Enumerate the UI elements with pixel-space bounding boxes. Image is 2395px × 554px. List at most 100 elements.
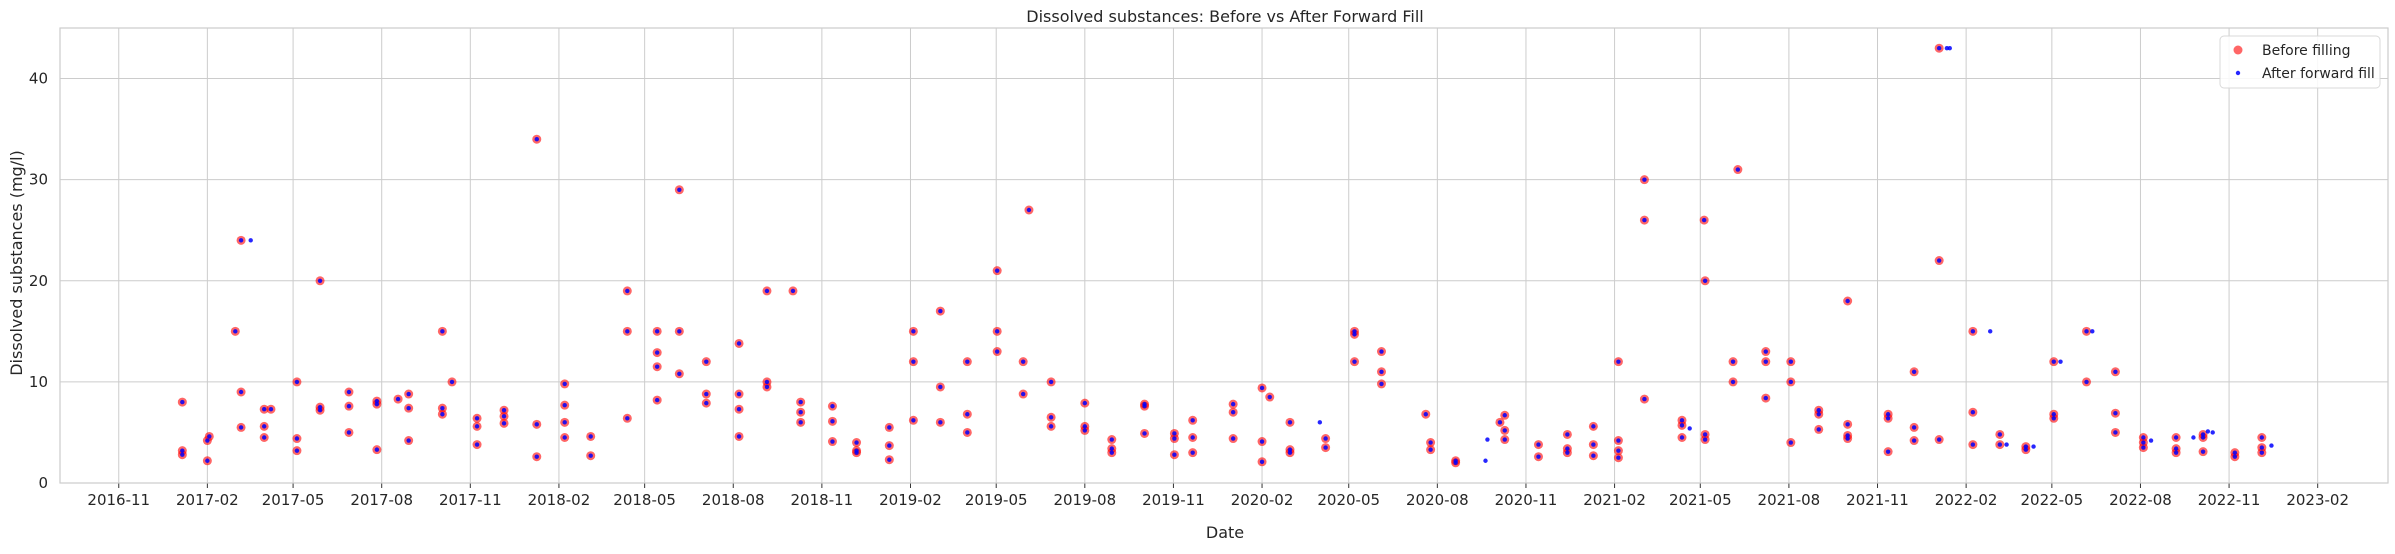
point-after-forward-fill [1142, 431, 1147, 436]
point-after-forward-fill [1970, 329, 1976, 334]
point-after-forward-fill [1936, 437, 1942, 442]
point-after-forward-fill [1502, 428, 1507, 433]
point-after-forward-fill [1616, 438, 1621, 443]
point-after-forward-fill [2004, 442, 2009, 447]
point-after-forward-fill [1565, 446, 1570, 451]
point-after-forward-fill [938, 384, 943, 390]
point-after-forward-fill [1845, 422, 1850, 427]
point-after-forward-fill [2141, 435, 2146, 440]
point-after-forward-fill [180, 399, 185, 405]
point-after-forward-fill [1702, 278, 1708, 283]
x-tick-label: 2017-08 [350, 491, 413, 509]
point-after-forward-fill [1483, 458, 1488, 463]
point-after-forward-fill [2023, 447, 2029, 452]
x-tick-label: 2022-02 [1935, 491, 1998, 509]
point-after-forward-fill [1591, 442, 1596, 447]
legend-box [2219, 35, 2381, 89]
x-tick-label: 2019-08 [1053, 491, 1116, 509]
point-after-forward-fill [1190, 450, 1195, 455]
x-tick-label: 2021-08 [1758, 491, 1821, 509]
point-after-forward-fill [764, 379, 770, 385]
point-after-forward-fill [1317, 420, 1323, 425]
point-after-forward-fill [965, 430, 970, 435]
point-after-forward-fill [1259, 439, 1265, 444]
point-after-forward-fill [1172, 436, 1177, 441]
point-after-forward-fill [1679, 418, 1685, 423]
legend-marker-after [2235, 70, 2241, 76]
point-after-forward-fill [1048, 379, 1054, 385]
point-after-forward-fill [1642, 177, 1647, 182]
point-after-forward-fill [911, 329, 916, 334]
point-after-forward-fill [449, 379, 455, 385]
point-after-forward-fill [830, 419, 835, 424]
point-after-forward-fill [2090, 329, 2095, 334]
point-after-forward-fill [1687, 426, 1692, 431]
point-after-forward-fill [704, 391, 709, 397]
point-after-forward-fill [1048, 424, 1054, 429]
point-after-forward-fill [1026, 207, 1032, 213]
point-after-forward-fill [1352, 359, 1357, 364]
point-after-forward-fill [1885, 449, 1891, 454]
point-after-forward-fill [501, 414, 507, 419]
point-after-forward-fill [317, 404, 323, 410]
y-tick-label: 10 [29, 373, 48, 391]
point-after-forward-fill [1679, 435, 1685, 440]
point-after-forward-fill [1082, 424, 1088, 429]
point-after-forward-fill [1730, 359, 1736, 364]
point-after-forward-fill [374, 447, 380, 452]
point-after-forward-fill [2051, 359, 2056, 364]
point-after-forward-fill [261, 424, 267, 429]
x-tick-label: 2016-11 [87, 491, 150, 509]
point-after-forward-fill [346, 403, 352, 409]
series-before-filling [177, 43, 2267, 468]
point-after-forward-fill [1259, 459, 1265, 464]
point-after-forward-fill [677, 371, 682, 376]
point-after-forward-fill [1763, 349, 1768, 354]
point-after-forward-fill [207, 434, 212, 439]
point-after-forward-fill [1190, 435, 1195, 440]
point-after-forward-fill [2058, 359, 2063, 364]
point-after-forward-fill [2141, 445, 2146, 450]
point-after-forward-fill [1020, 391, 1026, 397]
point-after-forward-fill [887, 443, 892, 448]
point-after-forward-fill [736, 391, 742, 397]
point-after-forward-fill [248, 238, 253, 243]
point-after-forward-fill [704, 400, 709, 406]
series-after-forward-fill [180, 46, 2274, 465]
point-after-forward-fill [2084, 329, 2089, 334]
point-after-forward-fill [1997, 442, 2003, 447]
x-tick-label: 2017-02 [176, 491, 239, 509]
x-tick-label: 2018-02 [528, 491, 591, 509]
point-after-forward-fill [1642, 396, 1647, 402]
x-tick-label: 2019-02 [879, 491, 942, 509]
point-after-forward-fill [1485, 437, 1490, 442]
x-tick-label: 2017-05 [262, 491, 325, 509]
x-tick-label: 2020-05 [1317, 491, 1380, 509]
point-after-forward-fill [1816, 412, 1821, 417]
point-after-forward-fill [1352, 329, 1357, 334]
point-after-forward-fill [911, 359, 916, 364]
point-after-forward-fill [1230, 401, 1236, 407]
point-after-forward-fill [1702, 432, 1708, 437]
point-after-forward-fill [2084, 379, 2089, 385]
point-after-forward-fill [534, 422, 539, 427]
point-after-forward-fill [1763, 359, 1768, 364]
point-after-forward-fill [798, 420, 803, 425]
point-after-forward-fill [654, 329, 660, 334]
point-after-forward-fill [534, 137, 539, 142]
y-tick-label: 40 [29, 70, 48, 88]
point-after-forward-fill [677, 329, 682, 334]
x-tick-label: 2021-11 [1846, 491, 1909, 509]
x-tick-label: 2018-05 [613, 491, 676, 509]
x-tick-label: 2020-11 [1495, 491, 1558, 509]
y-tick-label: 20 [29, 272, 48, 290]
point-after-forward-fill [474, 442, 480, 447]
point-after-forward-fill [736, 341, 742, 346]
point-after-forward-fill [2200, 435, 2206, 440]
point-after-forward-fill [562, 402, 567, 408]
point-after-forward-fill [1428, 440, 1433, 445]
point-after-forward-fill [938, 420, 943, 425]
point-after-forward-fill [736, 434, 742, 439]
point-after-forward-fill [395, 396, 401, 402]
